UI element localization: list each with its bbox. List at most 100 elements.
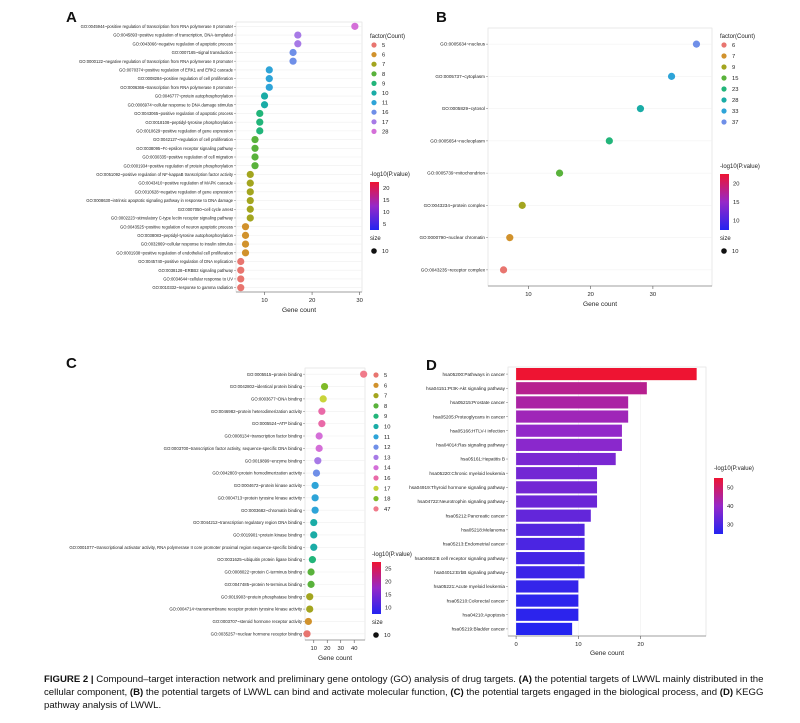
y-tick-label-c-14: GO:0001077~transcriptional activator act… — [69, 545, 302, 550]
legend-size-value-a-5: 10 — [382, 91, 388, 97]
legend-size-dot-a-3 — [371, 71, 377, 77]
x-tick-label-a-2: 30 — [356, 298, 362, 304]
legend-size-dot-a-5 — [371, 90, 377, 96]
legend-size-dot-c-7 — [373, 444, 379, 450]
data-point-c-16 — [307, 568, 315, 576]
data-point-a-2 — [294, 40, 302, 48]
y-tick-label-a-14: GO:0038095~Fc-epsilon receptor signaling… — [136, 146, 234, 151]
x-axis-title-c: Gene count — [318, 655, 352, 660]
x-tick-label-a-1: 20 — [309, 298, 315, 304]
y-tick-label-a-21: GO:0007050~cell cycle arrest — [178, 207, 234, 212]
legend-size-example-dot-b — [721, 248, 727, 254]
y-tick-label-c-3: GO:0046982~protein heterodimerization ac… — [211, 409, 303, 414]
plot-frame-c — [304, 367, 366, 641]
legend-size-value-c-3: 8 — [384, 404, 387, 410]
y-tick-label-c-17: GO:0047485~protein N-terminus binding — [224, 582, 302, 587]
y-tick-label-d-17: hsa04210:Apoptosis — [463, 612, 506, 617]
caption-text: Compound–target interaction network and … — [96, 674, 516, 685]
bar-d-7 — [516, 467, 598, 480]
data-point-b-5 — [518, 201, 526, 209]
y-tick-label-d-1: hsa04151:PI3K-Akt signaling pathway — [426, 386, 506, 391]
data-point-a-13 — [251, 135, 259, 144]
data-point-c-13 — [310, 531, 318, 539]
data-point-c-5 — [315, 432, 323, 440]
legend-color-bar-b — [720, 174, 729, 230]
data-point-c-0 — [360, 370, 368, 378]
caption-tag-c: (C) — [450, 687, 464, 699]
legend-color-tick-c-2: 15 — [385, 593, 391, 599]
data-point-a-21 — [246, 205, 254, 213]
legend-size-value-a-0: 5 — [382, 43, 385, 49]
y-tick-label-a-5: GO:0070374~positive regulation of ERK1 a… — [119, 68, 234, 73]
y-tick-label-a-17: GO:0051092~positive regulation of NF-kap… — [96, 172, 234, 177]
data-point-c-21 — [303, 630, 311, 638]
y-tick-label-a-0: GO:0045944~positive regulation of transc… — [81, 24, 234, 29]
y-tick-label-c-0: GO:0005515~protein binding — [247, 372, 303, 377]
y-tick-label-a-16: GO:0001934~positive regulation of protei… — [123, 163, 233, 168]
legend-color-title-b: -log10(P.value) — [720, 164, 760, 170]
x-tick-label-d-2: 20 — [637, 642, 643, 648]
x-tick-label-d-1: 10 — [575, 642, 581, 648]
data-point-a-27 — [237, 257, 245, 266]
legend-size-value-b-4: 23 — [732, 87, 738, 93]
bar-d-4 — [516, 424, 622, 437]
data-point-c-17 — [307, 580, 315, 588]
panel-letter-c: C — [66, 355, 77, 372]
legend-size-dot-c-3 — [373, 403, 379, 409]
y-tick-label-b-1: GO:0005737~cytoplasm — [435, 74, 485, 79]
caption-part-d: KEGG pathway analysis of LWWL. — [44, 687, 764, 712]
data-point-a-20 — [246, 196, 254, 205]
legend-size-value-a-1: 6 — [382, 53, 385, 59]
y-tick-label-a-19: GO:0010628~negative regulation of gene e… — [135, 189, 234, 194]
bar-d-10 — [516, 509, 591, 522]
caption-part-b: the potential targets of LWWL can bind a… — [145, 687, 448, 699]
y-tick-label-a-30: GO:0010332~response to gamma radiation — [152, 285, 233, 290]
legend-size-value-a-8: 17 — [382, 120, 388, 126]
legend-size-example-value-c: 10 — [384, 633, 390, 639]
caption-part-a: the potential targets of LWWL mainly dis… — [44, 674, 764, 699]
legend-color-tick-a-1: 15 — [383, 198, 389, 204]
x-tick-label-b-2: 30 — [650, 292, 656, 298]
legend-size-dot-c-1 — [373, 382, 379, 388]
legend-size-dot-b-7 — [721, 119, 727, 125]
legend-color-bar-c — [372, 562, 381, 614]
panel-letter-d: D — [426, 357, 437, 374]
legend-size-value-a-6: 11 — [382, 101, 388, 107]
data-point-a-5 — [265, 66, 273, 74]
bar-d-11 — [516, 523, 585, 536]
y-tick-label-c-4: GO:0005524~ATP binding — [252, 421, 303, 426]
y-tick-label-a-7: GO:0006366~transcription from RNA polyme… — [120, 85, 233, 90]
legend-color-title-d: -log10(P.value) — [714, 466, 754, 472]
bar-d-5 — [516, 438, 622, 451]
data-point-a-14 — [251, 144, 259, 152]
data-point-c-19 — [306, 605, 314, 613]
x-axis-title-b: Gene count — [583, 301, 617, 308]
bar-d-8 — [516, 481, 598, 494]
data-point-a-26 — [241, 249, 250, 257]
x-axis-title-d: Gene count — [590, 650, 624, 657]
bar-d-17 — [516, 608, 579, 621]
legend-color-tick-c-0: 25 — [385, 567, 391, 573]
legend-size-value-c-5: 10 — [384, 425, 390, 431]
legend-size-dot-b-2 — [721, 64, 727, 70]
data-point-a-12 — [256, 127, 264, 135]
y-tick-label-a-18: GO:0043410~positive regulation of MAPK c… — [138, 181, 233, 186]
bar-d-14 — [516, 566, 585, 579]
y-tick-label-a-12: GO:0010629~positive regulation of gene e… — [136, 128, 233, 133]
bar-d-0 — [516, 367, 697, 381]
y-tick-label-b-0: GO:0005634~nucleus — [440, 42, 486, 47]
data-point-c-15 — [308, 556, 317, 564]
y-tick-label-a-10: GO:0043065~positive regulation of apopto… — [134, 111, 233, 116]
data-point-a-17 — [246, 170, 254, 179]
bar-d-1 — [516, 382, 647, 395]
legend-size-dot-a-8 — [371, 119, 377, 125]
legend-size-value-b-7: 37 — [732, 120, 738, 126]
legend-size-example-value-a: 10 — [382, 249, 388, 255]
bar-d-2 — [516, 396, 629, 409]
data-point-a-16 — [251, 162, 259, 170]
data-point-a-19 — [246, 188, 254, 196]
y-tick-label-c-8: GO:0042803~protein homodimerization acti… — [212, 471, 303, 476]
data-point-c-9 — [311, 481, 319, 490]
y-tick-label-d-0: hsa05200:Pathways in cancer — [442, 372, 505, 377]
y-tick-label-c-15: GO:0031625~ubiquitin protein ligase bind… — [217, 557, 303, 562]
